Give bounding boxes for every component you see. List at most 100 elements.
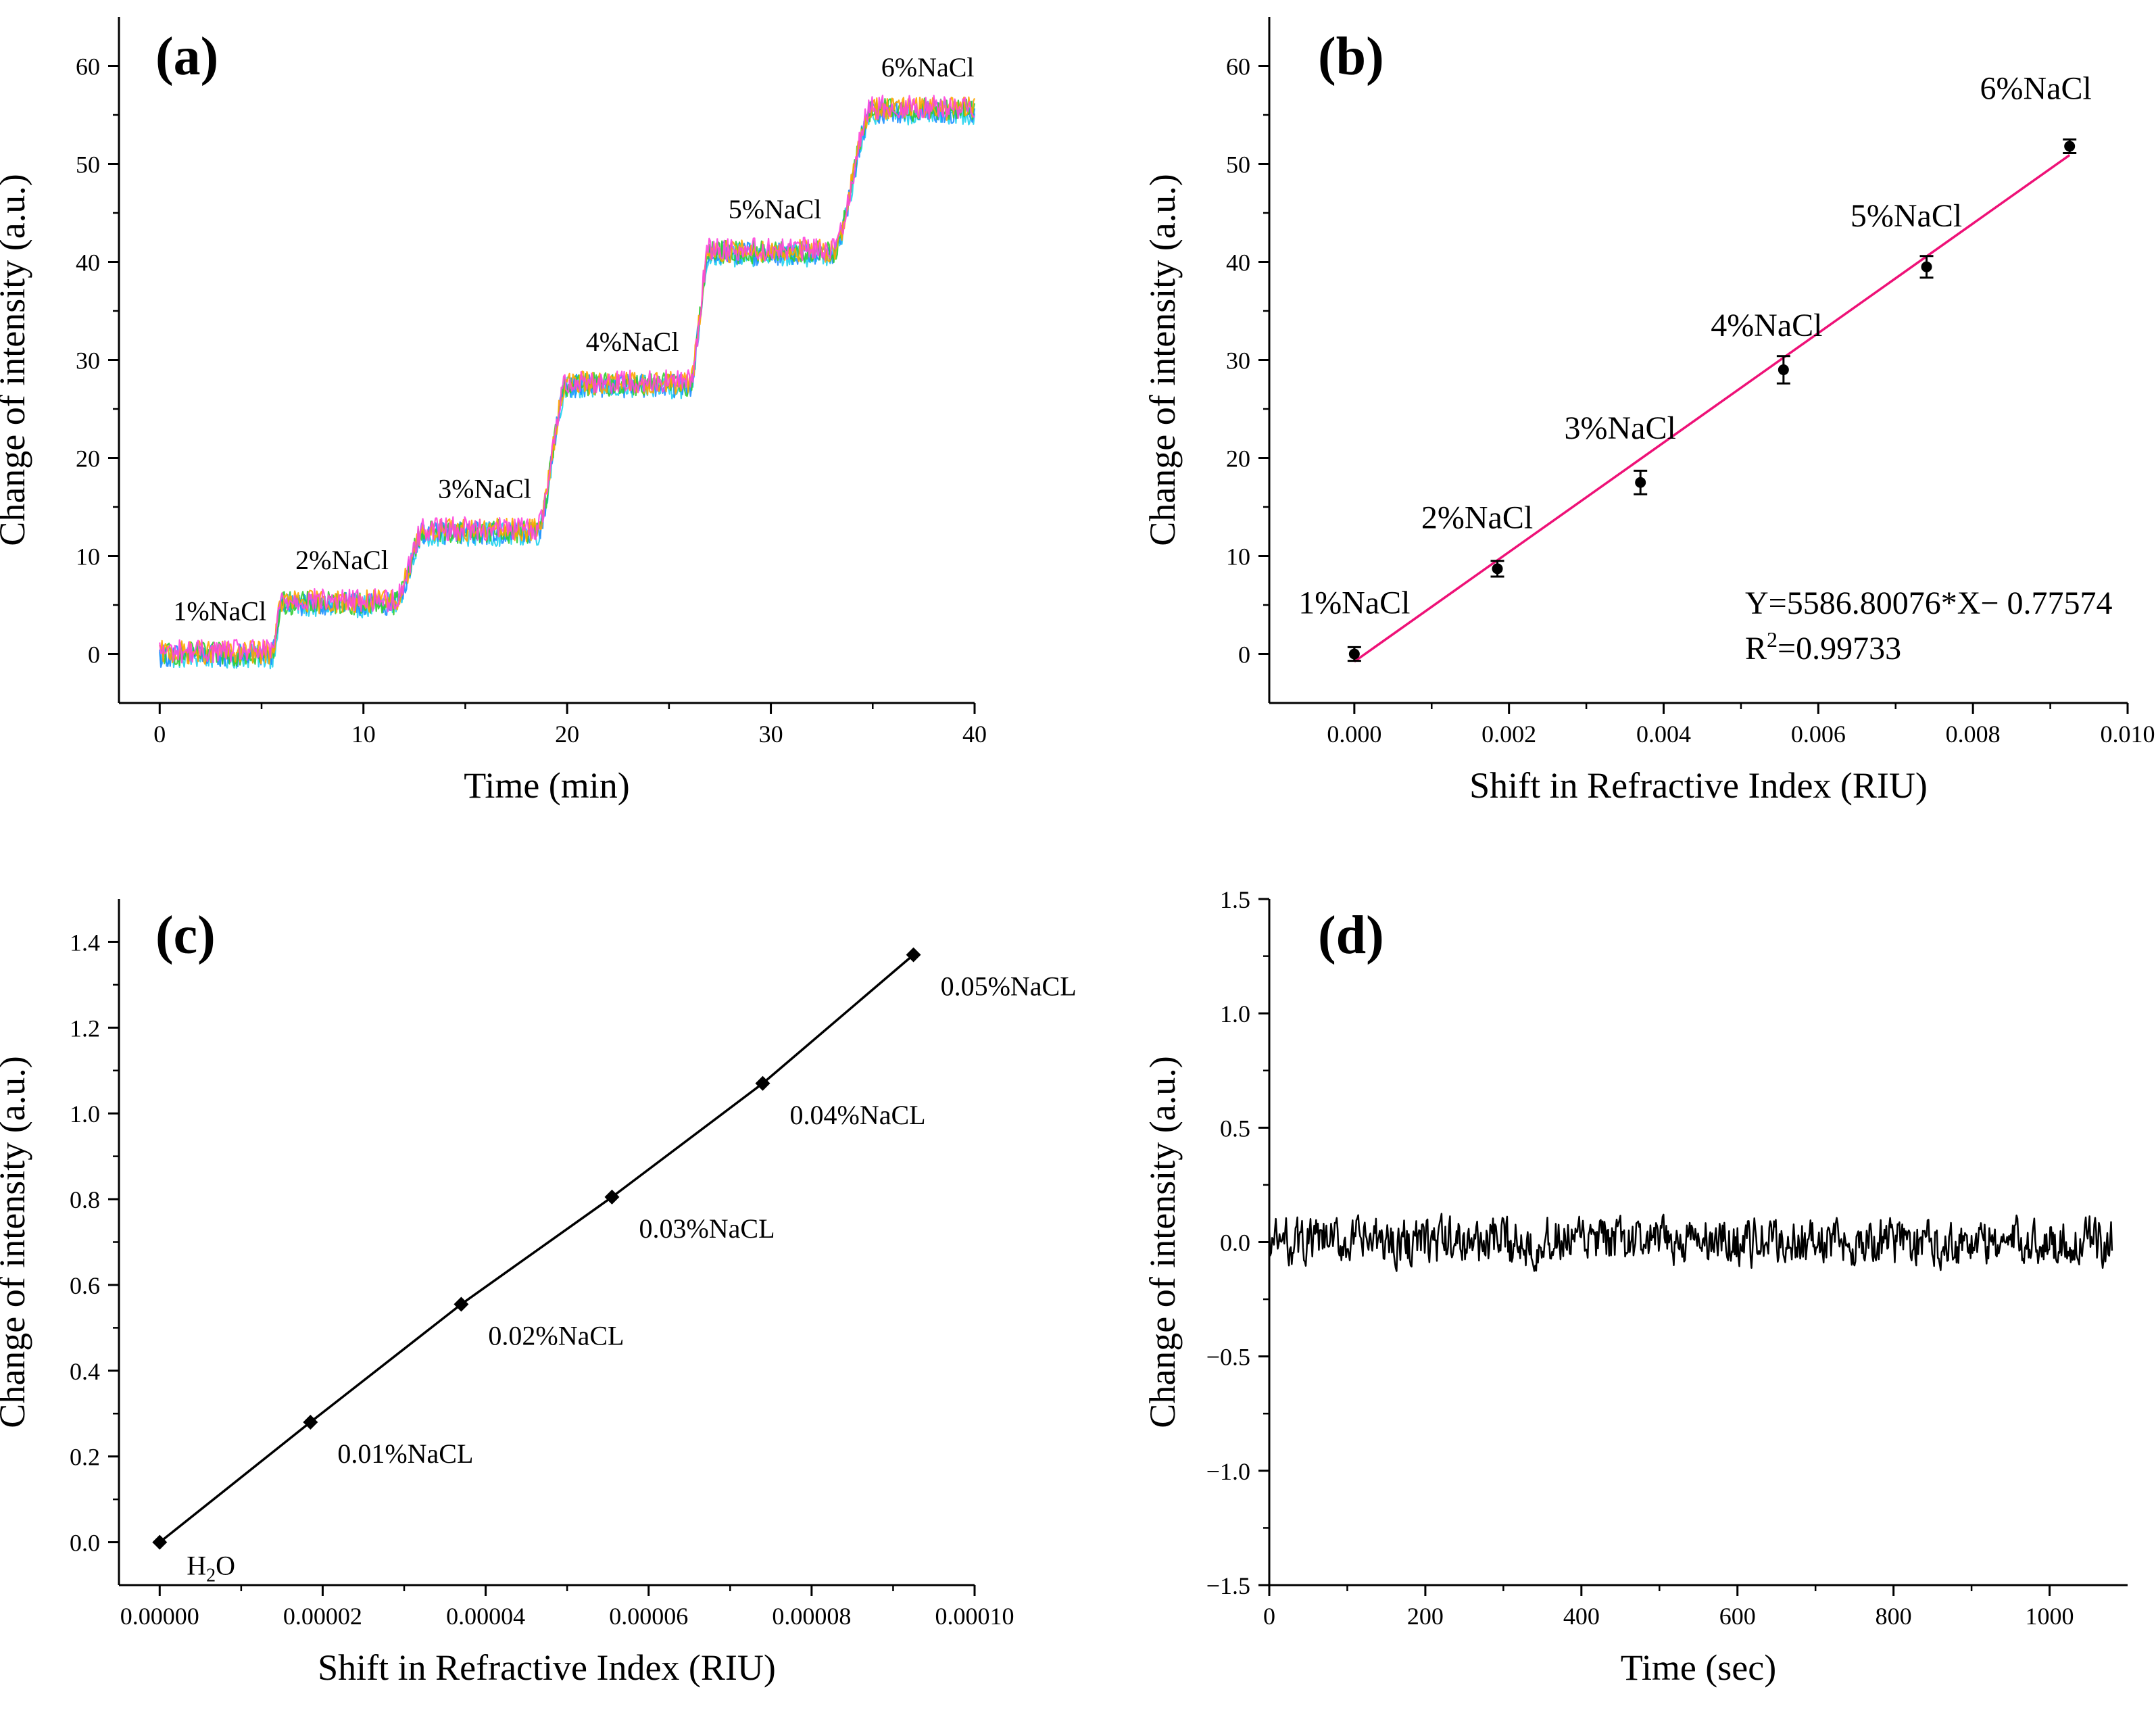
- point-label: 0.03%NaCL: [639, 1213, 775, 1244]
- series-trace: [159, 95, 975, 664]
- series-line: [159, 954, 914, 1543]
- data-point-diamond: [755, 1075, 770, 1091]
- point-label: 2%NaCl: [1421, 500, 1533, 535]
- y-tick-label: 50: [76, 151, 100, 178]
- y-tick-label: −1.0: [1206, 1458, 1250, 1485]
- point-label: 0.05%NaCL: [941, 971, 1077, 1001]
- x-tick-label: 40: [962, 721, 987, 748]
- level-label: 3%NaCl: [438, 473, 531, 504]
- y-tick-label: 40: [76, 249, 100, 276]
- r-squared-sup: 2: [1767, 627, 1778, 652]
- x-tick-label: 0: [153, 721, 166, 748]
- y-axis-title: Change of intensity (a.u.): [0, 174, 32, 545]
- point-label: 0.04%NaCL: [790, 1100, 926, 1130]
- point-label: 6%NaCl: [1980, 70, 2092, 106]
- x-tick-label: 0.00010: [935, 1603, 1014, 1630]
- data-point: [2064, 141, 2076, 152]
- y-tick-label: 1.4: [70, 929, 100, 956]
- fit-equation: Y=5586.80076*X− 0.77574: [1745, 585, 2112, 621]
- level-label: 5%NaCl: [729, 194, 822, 224]
- y-axis-title: Change of intensity (a.u.): [1142, 174, 1183, 545]
- x-tick-label: 30: [759, 721, 783, 748]
- data-point-diamond: [454, 1296, 469, 1312]
- panel-letter: (b): [1318, 27, 1384, 87]
- y-tick-label: 30: [76, 347, 100, 374]
- x-tick-label: 200: [1407, 1603, 1444, 1630]
- y-tick-label: 0.0: [70, 1530, 100, 1557]
- x-tick-label: 0.010: [2101, 721, 2155, 748]
- y-tick-label: 1.0: [70, 1100, 100, 1127]
- x-tick-label: 20: [555, 721, 579, 748]
- x-axis-title: Shift in Refractive Index (RIU): [1469, 765, 1928, 806]
- y-tick-label: 10: [76, 543, 100, 571]
- data-point: [1492, 563, 1503, 575]
- data-point: [1778, 364, 1789, 375]
- x-tick-label: 800: [1876, 1603, 1912, 1630]
- y-tick-label: 0.2: [70, 1444, 100, 1471]
- y-tick-label: −0.5: [1206, 1344, 1250, 1371]
- x-axis-title: Time (min): [464, 765, 630, 806]
- y-tick-label: 40: [1226, 249, 1250, 276]
- r-squared-base: R: [1745, 631, 1767, 666]
- point-label: 5%NaCl: [1851, 198, 1962, 234]
- x-tick-label: 0.00006: [609, 1603, 688, 1630]
- h2o-sub: 2: [206, 1566, 216, 1586]
- r-squared-value: =0.99733: [1778, 631, 1901, 666]
- panel-letter: (c): [155, 906, 216, 965]
- point-label: H2O: [187, 1551, 235, 1586]
- y-tick-label: 1.0: [1220, 1000, 1250, 1027]
- h2o-end: O: [216, 1551, 235, 1581]
- y-tick-label: 0: [1238, 641, 1250, 669]
- y-tick-label: 10: [1226, 543, 1250, 571]
- level-label: 2%NaCl: [295, 545, 389, 575]
- point-label: 0.02%NaCL: [488, 1320, 624, 1351]
- x-tick-label: 0.000: [1327, 721, 1381, 748]
- data-point: [1635, 477, 1646, 488]
- panel-letter: (a): [155, 27, 218, 87]
- point-label: 3%NaCl: [1565, 410, 1676, 446]
- x-tick-label: 0.00002: [283, 1603, 362, 1630]
- y-tick-label: −1.5: [1206, 1572, 1250, 1599]
- y-tick-label: 0.0: [1220, 1230, 1250, 1257]
- y-tick-label: 60: [1226, 53, 1250, 80]
- panel-a-chart: 0 10 20 30 40 0 10 20 30 40 50 60 Time (min) Change o…: [0, 17, 987, 806]
- x-tick-label: 0.00000: [120, 1603, 199, 1630]
- y-tick-label: 0.5: [1220, 1115, 1250, 1142]
- r-squared: R2=0.99733: [1745, 627, 1901, 666]
- fit-line: [1353, 153, 2071, 663]
- x-tick-label: 10: [351, 721, 376, 748]
- y-tick-label: 0: [88, 641, 100, 669]
- y-tick-label: 0.4: [70, 1358, 100, 1385]
- y-tick-label: 0.8: [70, 1186, 100, 1213]
- y-tick-label: 20: [76, 445, 100, 472]
- panel-letter: (d): [1318, 906, 1384, 965]
- x-tick-label: 0.00004: [446, 1603, 525, 1630]
- x-tick-label: 0.002: [1481, 721, 1536, 748]
- x-tick-label: 0.008: [1946, 721, 2001, 748]
- y-axis-title: Change of intensity (a.u.): [0, 1056, 32, 1428]
- y-tick-label: 30: [1226, 347, 1250, 374]
- x-axis-title: Time (sec): [1621, 1647, 1776, 1688]
- panel-b-chart: 0.000 0.002 0.004 0.006 0.008 0.010 0 10 20 30 40 5…: [1142, 17, 2155, 806]
- y-tick-label: 1.2: [70, 1015, 100, 1042]
- level-label: 1%NaCl: [173, 596, 266, 627]
- level-label: 6%NaCl: [881, 52, 975, 82]
- y-tick-label: 50: [1226, 151, 1250, 178]
- y-tick-label: 1.5: [1220, 886, 1250, 913]
- panel-d-chart: 0 200 400 600 800 1000 −1.5 −1.0 −0.5 0.0 0.5 1.0 1.…: [1142, 886, 2128, 1688]
- y-tick-label: 0.6: [70, 1272, 100, 1299]
- y-axis-title: Change of intensity (a.u.): [1142, 1056, 1183, 1428]
- x-axis-title: Shift in Refractive Index (RIU): [318, 1647, 776, 1688]
- h2o-base: H: [187, 1551, 206, 1581]
- point-label: 4%NaCl: [1711, 308, 1822, 343]
- data-point: [1348, 648, 1360, 660]
- point-label: 1%NaCl: [1298, 585, 1410, 621]
- x-tick-label: 400: [1563, 1603, 1600, 1630]
- panel-c-chart: 0.00000 0.00002 0.00004 0.00006 0.00008 0.000…: [0, 899, 1077, 1688]
- noise-trace: [1268, 1213, 2113, 1272]
- y-tick-label: 20: [1226, 445, 1250, 472]
- data-point: [1921, 261, 1932, 272]
- x-tick-label: 0.004: [1636, 721, 1691, 748]
- data-point-diamond: [152, 1534, 168, 1550]
